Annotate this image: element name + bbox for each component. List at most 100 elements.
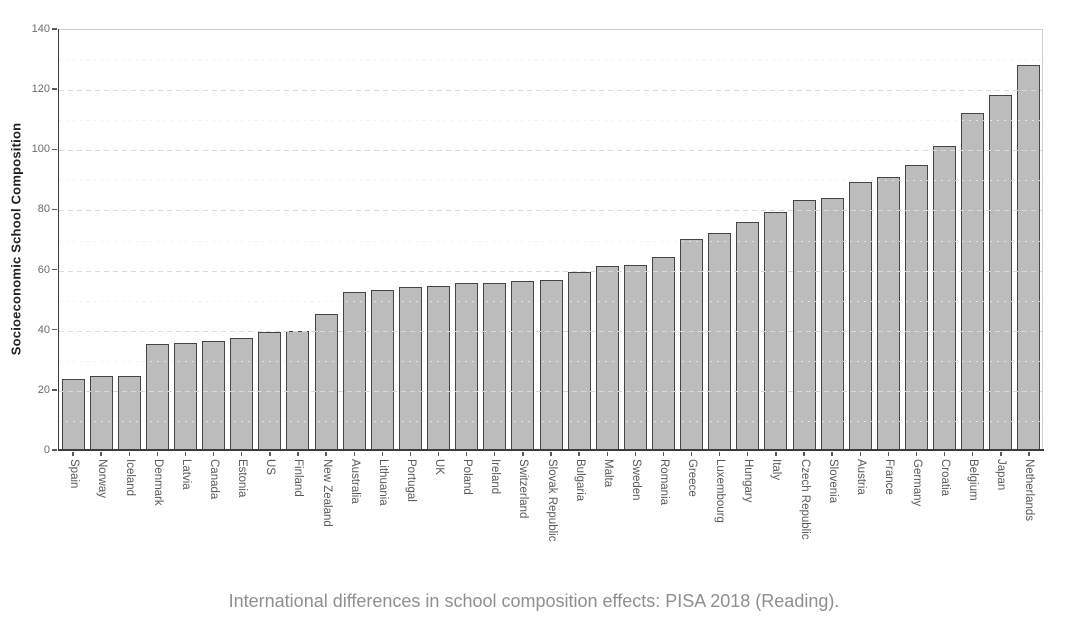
x-axis-line (57, 449, 1044, 452)
x-tick-mark (578, 451, 580, 456)
x-tick-mark (353, 451, 355, 456)
bar-uk (427, 285, 451, 451)
x-tick-mark (437, 451, 440, 456)
y-tick-label: 120 (31, 83, 50, 96)
y-tick-mark (52, 208, 57, 211)
x-tick-mark (972, 451, 974, 456)
x-tick-label-portugal: Portugal (404, 459, 417, 502)
x-tick-label-austria: Austria (854, 459, 867, 495)
x-tick-label-slovenia: Slovenia (826, 459, 839, 504)
x-tick-label-norway: Norway (95, 459, 108, 498)
x-tick-label-netherlands: Netherlands (1023, 459, 1036, 522)
x-tick-mark (100, 451, 102, 456)
bar-latvia (174, 342, 197, 451)
x-tick-mark (72, 451, 74, 456)
x-tick-mark (269, 451, 271, 456)
bar-portugal (398, 287, 422, 451)
x-tick-label-finland: Finland (292, 459, 305, 497)
y-tick-mark (52, 148, 57, 150)
x-tick-mark (297, 451, 299, 456)
bar-japan (989, 94, 1013, 451)
bar-poland (455, 282, 479, 451)
x-tick-label-canada: Canada (208, 459, 221, 500)
bar-slovak-republic (539, 279, 563, 451)
y-axis-title: Socioeconomic School Composition (8, 122, 24, 356)
x-tick-label-poland: Poland (461, 459, 474, 495)
bar-hungary (736, 222, 760, 451)
gridline-minor (59, 300, 1042, 302)
gridline-major (59, 270, 1042, 272)
y-tick-mark (52, 389, 57, 391)
x-tick-label-luxembourg: Luxembourg (714, 459, 727, 523)
x-tick-label-latvia: Latvia (180, 459, 192, 490)
y-tick-mark (52, 88, 57, 90)
x-tick-label-uk: UK (433, 459, 446, 475)
x-tick-mark (634, 451, 637, 456)
x-tick-label-denmark: Denmark (151, 459, 164, 506)
x-tick-mark (887, 451, 890, 456)
bar-iceland (117, 375, 141, 451)
x-tick-mark (550, 451, 552, 456)
x-tick-mark (241, 451, 243, 456)
x-tick-mark (943, 451, 946, 456)
x-tick-mark (325, 451, 327, 456)
x-tick-label-slovak-republic: Slovak Republic (545, 459, 558, 542)
y-tick-mark (52, 28, 57, 30)
y-axis-line (57, 29, 60, 450)
x-tick-mark (1000, 451, 1002, 456)
bar-estonia (230, 338, 254, 451)
x-tick-label-romania: Romania (657, 459, 670, 506)
bar-netherlands (1017, 64, 1041, 451)
bar-malta (595, 266, 619, 451)
x-tick-mark (1028, 451, 1030, 456)
plot-panel (59, 29, 1043, 451)
gridline-minor (59, 60, 1042, 62)
x-tick-label-japan: Japan (995, 459, 1008, 491)
bar-belgium (961, 112, 985, 451)
x-tick-label-malta: Malta (601, 459, 614, 488)
x-tick-label-france: France (882, 459, 895, 495)
y-tick-label: 0 (43, 444, 50, 456)
gridline-minor (59, 120, 1042, 122)
y-tick-label: 60 (37, 263, 50, 276)
x-tick-mark (690, 451, 693, 456)
x-tick-mark (662, 451, 665, 456)
x-tick-label-switzerland: Switzerland (517, 459, 530, 519)
gridline-minor (59, 240, 1042, 242)
gridline-major (59, 150, 1042, 152)
bar-austria (848, 181, 872, 451)
bar-france (876, 177, 900, 451)
x-tick-mark (915, 451, 918, 456)
x-tick-mark (747, 451, 749, 456)
x-tick-mark (465, 451, 468, 456)
x-tick-label-us: US (264, 459, 277, 475)
x-tick-mark (381, 451, 383, 456)
gridline-major (59, 210, 1042, 212)
x-tick-label-hungary: Hungary (742, 459, 755, 503)
x-tick-mark (522, 451, 524, 456)
gridline-major (59, 390, 1042, 392)
gridline-minor (59, 360, 1042, 362)
y-tick-label: 140 (31, 23, 50, 35)
x-tick-mark (606, 451, 608, 456)
x-tick-label-estonia: Estonia (236, 459, 249, 498)
gridline-major (59, 90, 1042, 92)
x-tick-label-sweden: Sweden (629, 459, 642, 501)
bar-spain (61, 378, 85, 451)
bar-switzerland (511, 281, 535, 451)
x-tick-label-greece: Greece (686, 459, 699, 497)
x-tick-label-australia: Australia (348, 459, 361, 504)
bar-luxembourg (708, 232, 732, 451)
x-tick-label-czech-republic: Czech Republic (798, 459, 811, 540)
x-tick-label-bulgaria: Bulgaria (573, 459, 586, 502)
x-tick-mark (494, 451, 496, 456)
x-tick-mark (775, 451, 777, 456)
x-tick-mark (409, 451, 412, 456)
bar-sweden (623, 264, 647, 451)
bar-new-zealand (314, 314, 338, 451)
bar-ireland (483, 282, 507, 451)
x-tick-label-croatia: Croatia (939, 459, 952, 497)
x-tick-mark (156, 451, 159, 456)
x-tick-mark (859, 451, 861, 456)
